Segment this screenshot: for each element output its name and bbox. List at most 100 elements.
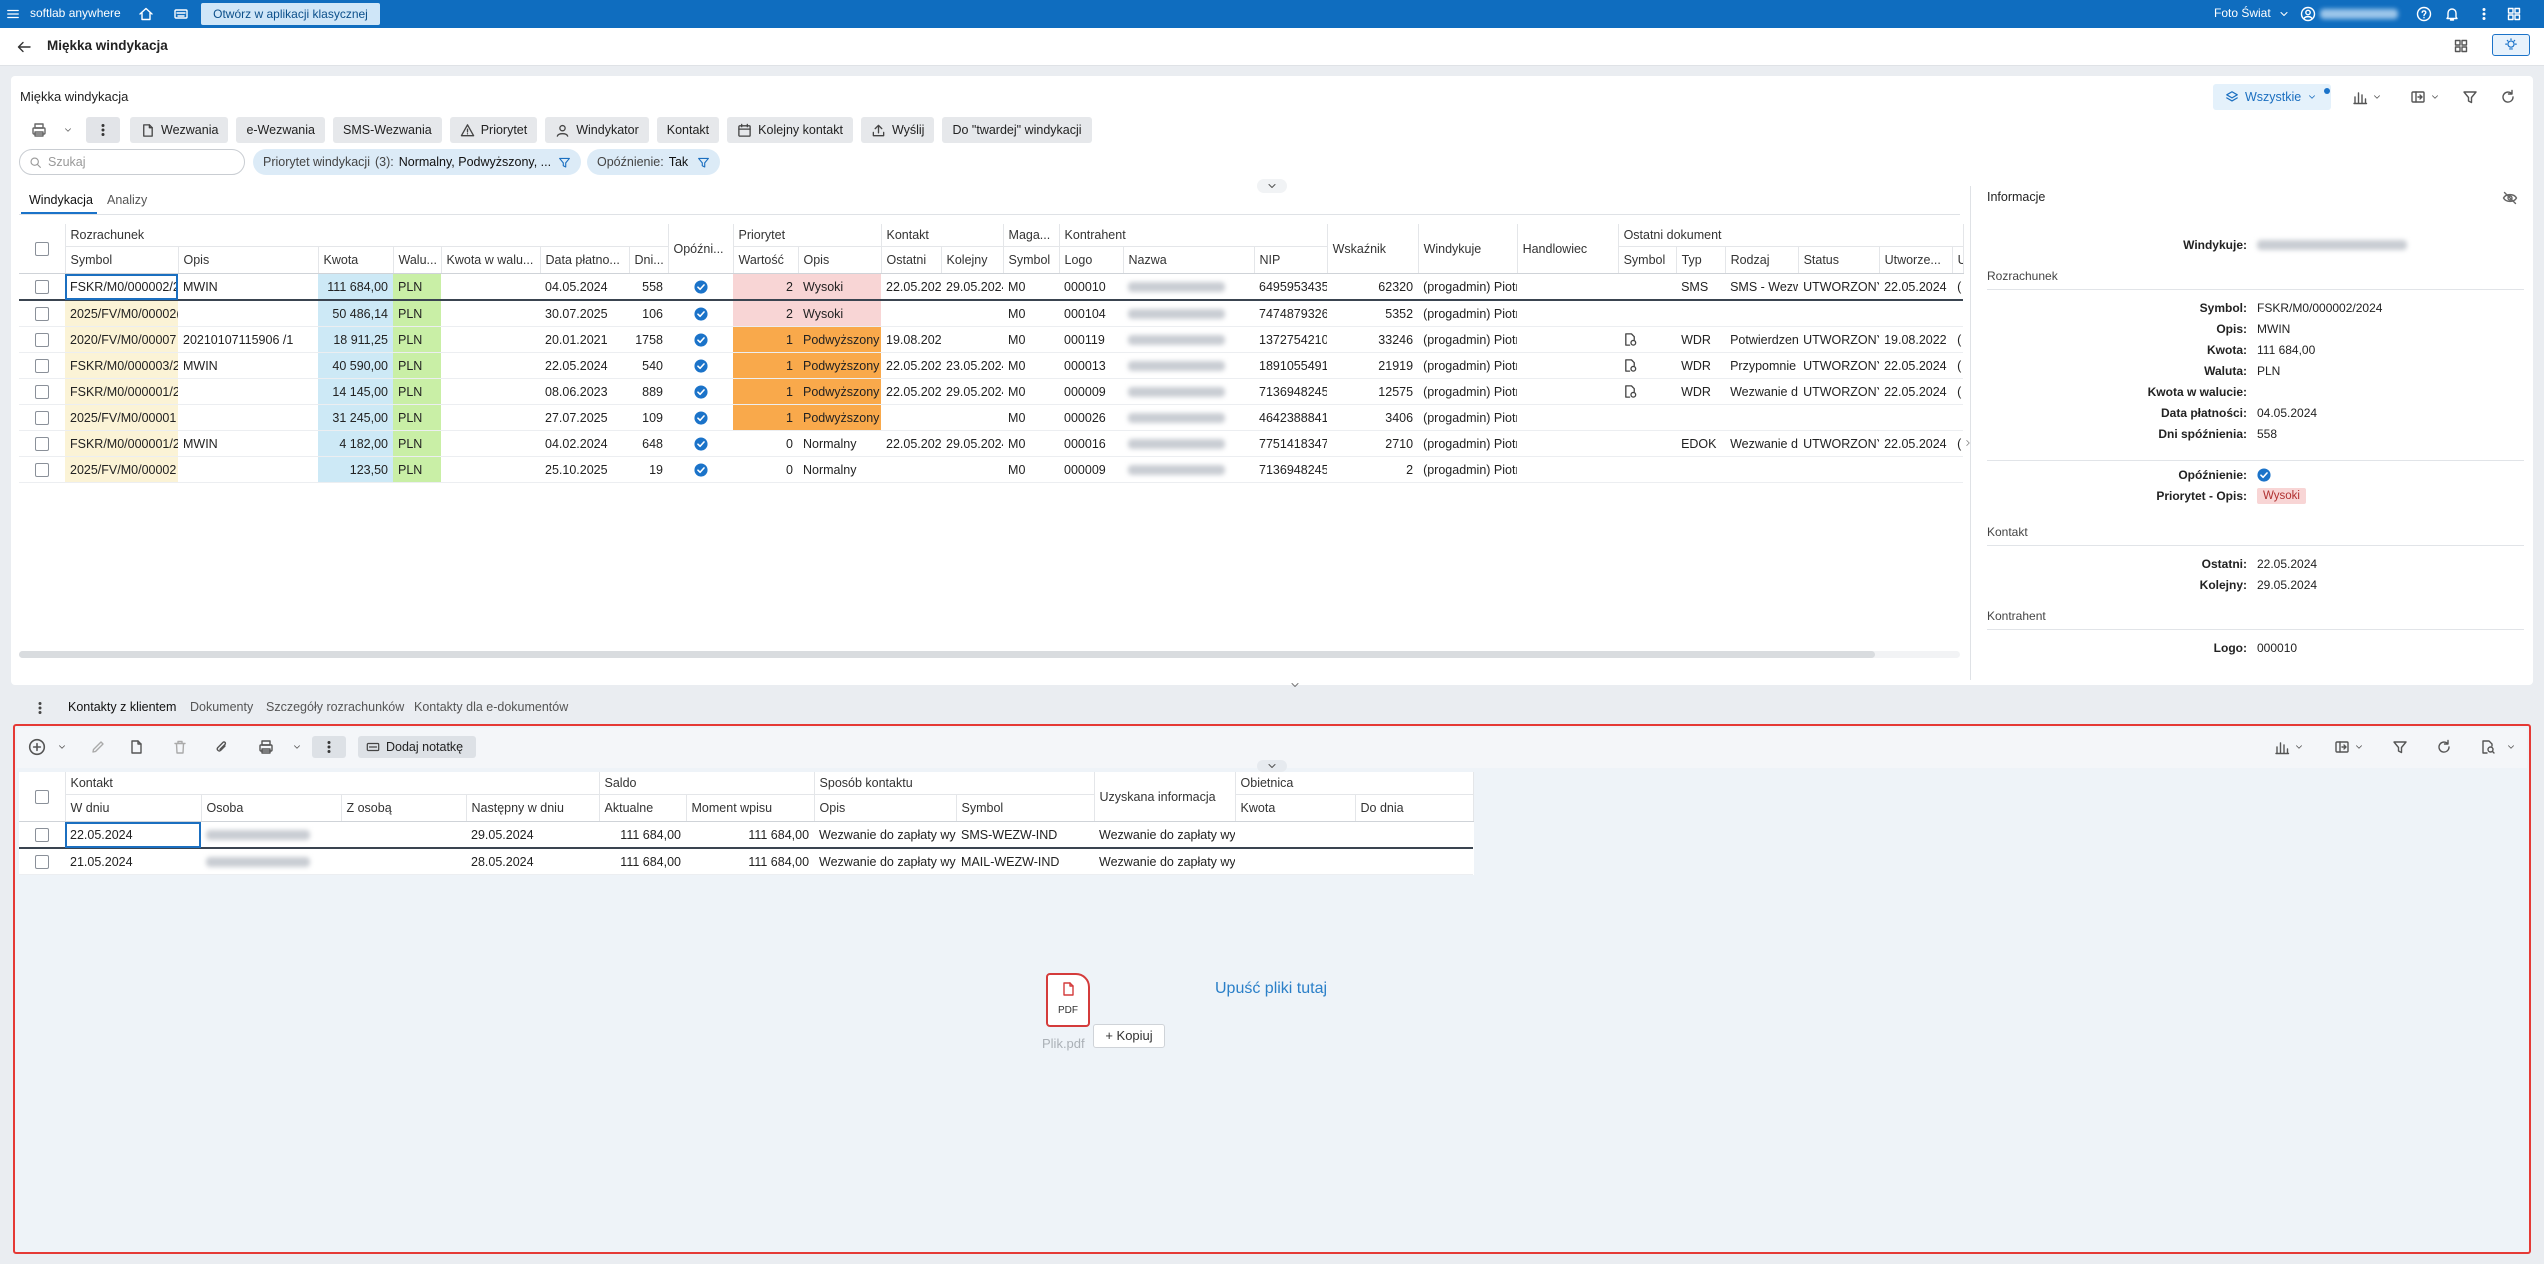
grid4-icon[interactable] — [2506, 6, 2522, 22]
cols-icon[interactable] — [2410, 89, 2426, 105]
company-name[interactable]: Foto Świat — [2214, 6, 2271, 20]
home-icon[interactable] — [138, 6, 154, 22]
checkbox[interactable] — [35, 462, 49, 477]
print-icon[interactable] — [31, 122, 47, 138]
bottom-tab[interactable]: Kontakty z klientem — [68, 700, 177, 714]
chev-icon[interactable] — [2354, 742, 2364, 752]
chev-icon[interactable] — [2278, 8, 2290, 20]
grid4-icon[interactable] — [2453, 38, 2469, 54]
bottom-tab[interactable]: Kontakty dla e-dokumentów — [414, 700, 569, 714]
column-header[interactable]: Opóźni... — [668, 224, 734, 274]
toolbar-button[interactable]: Do "twardej" windykacji — [942, 117, 1092, 143]
dots-icon[interactable] — [2476, 6, 2492, 22]
scrollbar-thumb[interactable] — [19, 651, 1875, 658]
column-header[interactable]: Wartość — [733, 246, 799, 274]
print-icon[interactable] — [258, 739, 274, 755]
filter-chip[interactable]: Priorytet windykacji (3): Normalny, Podwyż… — [253, 149, 581, 175]
column-header[interactable]: Windykuje — [1418, 224, 1518, 274]
column-header[interactable]: Walu... — [393, 246, 442, 274]
column-header[interactable]: NIP — [1254, 246, 1328, 274]
back-icon[interactable] — [16, 39, 32, 55]
view-filter-button[interactable]: Wszystkie — [2213, 84, 2331, 110]
column-header[interactable]: Typ — [1676, 246, 1726, 274]
column-header[interactable]: Moment wpisu — [686, 794, 815, 822]
search-box[interactable]: Szukaj — [19, 149, 245, 175]
usercirc-icon[interactable] — [2300, 6, 2316, 22]
column-header[interactable]: Opis — [814, 794, 957, 822]
column-header[interactable]: Wskaźnik — [1327, 224, 1419, 274]
cols-icon[interactable] — [2334, 739, 2350, 755]
toolbar-button[interactable]: Wyślij — [860, 117, 935, 143]
more-button[interactable] — [312, 736, 346, 758]
docgear-icon[interactable] — [1623, 358, 1638, 373]
column-header[interactable]: Symbol — [1003, 246, 1060, 274]
refresh-icon[interactable] — [2436, 739, 2452, 755]
chev-icon[interactable] — [2294, 742, 2304, 752]
collapse-toggle[interactable] — [1257, 760, 1287, 772]
column-header[interactable]: Status — [1798, 246, 1880, 274]
column-header[interactable]: W dniu — [65, 794, 202, 822]
chev-icon[interactable] — [2506, 742, 2516, 752]
grid-row[interactable]: 2025/FV/M0/00002 123,50 PLN 25.10.2025 19 0 No… — [19, 456, 1964, 483]
checkbox[interactable] — [34, 241, 49, 256]
checkbox[interactable] — [35, 384, 49, 399]
checkbox[interactable] — [34, 789, 49, 804]
column-header[interactable]: Data płatno... — [540, 246, 630, 274]
column-header[interactable]: Kwota — [1235, 794, 1356, 822]
grid-row[interactable]: FSKR/M0/000001/2(14 145,00 PLN 08.06.2023 8… — [19, 378, 1964, 405]
grid-row[interactable]: 21.05.2024 28.05.2024 111 684,00 111 684,00… — [19, 848, 1474, 875]
column-header[interactable]: Utworze... — [1879, 246, 1953, 274]
grid-row[interactable]: 2025/FV/M0/00002(50 486,14 PLN 30.07.2025 1… — [19, 300, 1964, 327]
toolbar-button[interactable]: SMS-Wezwania — [333, 117, 442, 143]
collapse-toggle[interactable] — [1280, 678, 1310, 692]
plusc-icon[interactable] — [28, 738, 46, 756]
column-header[interactable]: Dni... — [629, 246, 669, 274]
toolbar-button[interactable]: Wezwania — [130, 117, 229, 143]
filter-icon[interactable] — [2462, 89, 2478, 105]
column-header[interactable]: Z osobą — [341, 794, 467, 822]
chev-icon[interactable] — [2430, 92, 2440, 102]
eyeoff-icon[interactable] — [2502, 190, 2518, 206]
chev-icon[interactable] — [57, 742, 67, 752]
chevr-icon[interactable] — [1963, 438, 1973, 448]
column-header[interactable]: Opis — [798, 246, 882, 274]
column-header[interactable]: Kwota — [318, 246, 394, 274]
grid-row[interactable]: 22.05.2024 29.05.2024 111 684,00 111 684,00… — [19, 821, 1474, 849]
pencil-icon[interactable] — [90, 739, 106, 755]
checkbox[interactable] — [35, 854, 49, 869]
open-classic-button[interactable]: Otwórz w aplikacji klasycznej — [201, 3, 380, 25]
toolbar-button[interactable]: Priorytet — [449, 117, 538, 143]
theme-toggle[interactable] — [2492, 34, 2530, 56]
docgear-icon[interactable] — [1623, 384, 1638, 399]
column-header[interactable]: Symbol — [956, 794, 1095, 822]
toolbar-button[interactable]: e-Wezwania — [236, 117, 325, 143]
filter-chip[interactable]: Opóźnienie: Tak — [587, 149, 720, 175]
checkbox[interactable] — [35, 279, 49, 294]
doc-icon[interactable] — [128, 739, 144, 755]
tab[interactable]: Windykacja — [29, 193, 93, 207]
dots-icon[interactable] — [32, 700, 48, 716]
menu-icon[interactable] — [6, 7, 20, 21]
chev-icon[interactable] — [2372, 92, 2382, 102]
kb-icon[interactable] — [173, 6, 189, 22]
tab[interactable]: Analizy — [107, 193, 148, 207]
grid-row[interactable]: 2020/FV/M0/00007 20210107115906 /1 18 911,… — [19, 326, 1964, 353]
grid-row[interactable]: FSKR/M0/000003/2(MWIN 40 590,00 PLN 22.05.2… — [19, 352, 1964, 379]
checkbox[interactable] — [35, 410, 49, 425]
column-header[interactable]: Logo — [1059, 246, 1124, 274]
column-header[interactable]: Kwota w walu... — [441, 246, 541, 274]
column-header[interactable]: Symbol — [65, 246, 179, 274]
column-header[interactable]: Symbol — [1618, 246, 1677, 274]
column-header[interactable]: Handlowiec — [1517, 224, 1619, 274]
column-header[interactable]: Uzyskana informacja — [1094, 772, 1236, 822]
add-note-button[interactable]: Dodaj notatkę — [358, 736, 476, 758]
column-header[interactable]: Kolejny — [941, 246, 1004, 274]
bottom-tab[interactable]: Dokumenty — [190, 700, 254, 714]
checkbox[interactable] — [35, 358, 49, 373]
docgear-icon[interactable] — [1623, 332, 1638, 347]
chart-icon[interactable] — [2274, 739, 2290, 755]
column-header[interactable]: Nazwa — [1123, 246, 1255, 274]
searchdoc-icon[interactable] — [2480, 739, 2496, 755]
trash-icon[interactable] — [172, 739, 188, 755]
toolbar-button[interactable]: Kontakt — [656, 117, 720, 143]
